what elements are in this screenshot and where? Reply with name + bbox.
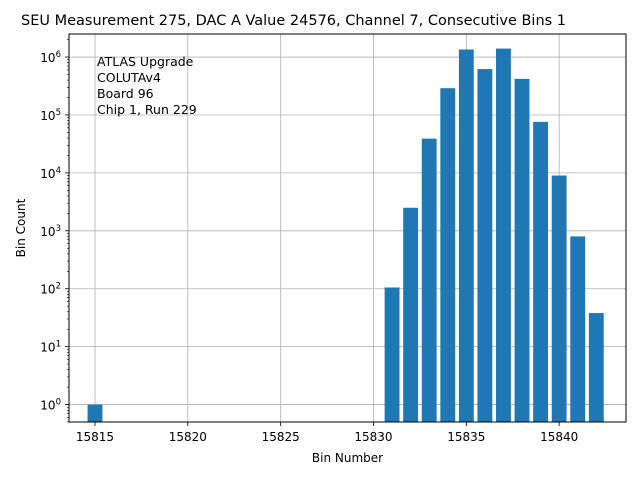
y-tick-label: 100 <box>40 398 61 413</box>
annotation-line: Board 96 <box>97 86 154 101</box>
annotation-line: COLUTAv4 <box>97 70 161 85</box>
x-axis: 15815 15820 15825 15830 15835 15840 <box>76 422 578 444</box>
y-tick-label: 104 <box>40 166 61 181</box>
plot-area-frame <box>68 33 627 423</box>
bar <box>403 207 419 422</box>
x-axis-label: Bin Number <box>312 451 383 465</box>
y-tick-label: 101 <box>40 340 61 355</box>
y-tick-label: 102 <box>40 282 61 297</box>
x-tick-label: 15830 <box>354 430 392 444</box>
bar <box>533 121 549 423</box>
y-axis: 100 101 102 103 104 105 106 <box>40 39 69 423</box>
bar <box>421 138 437 422</box>
bar <box>477 69 493 422</box>
bar <box>384 287 400 422</box>
bar <box>588 313 604 422</box>
bar <box>458 49 474 423</box>
bar <box>87 404 103 422</box>
chart-title: SEU Measurement 275, DAC A Value 24576, … <box>21 13 566 29</box>
x-tick-label: 15835 <box>447 430 485 444</box>
y-tick-label: 105 <box>40 108 61 123</box>
bar <box>514 78 530 423</box>
x-tick-label: 15820 <box>169 430 207 444</box>
y-tick-label: 106 <box>40 50 61 65</box>
bar <box>570 236 586 422</box>
x-tick-label: 15815 <box>76 430 114 444</box>
y-axis-label: Bin Count <box>14 198 28 257</box>
bar <box>440 88 456 423</box>
bars <box>87 48 604 423</box>
y-tick-label: 103 <box>40 224 61 239</box>
annotation-line: Chip 1, Run 229 <box>97 102 197 117</box>
x-tick-label: 15840 <box>540 430 578 444</box>
bar <box>551 175 567 422</box>
x-tick-label: 15825 <box>262 430 300 444</box>
bar <box>496 48 511 423</box>
annotation-line: ATLAS Upgrade <box>97 54 194 69</box>
